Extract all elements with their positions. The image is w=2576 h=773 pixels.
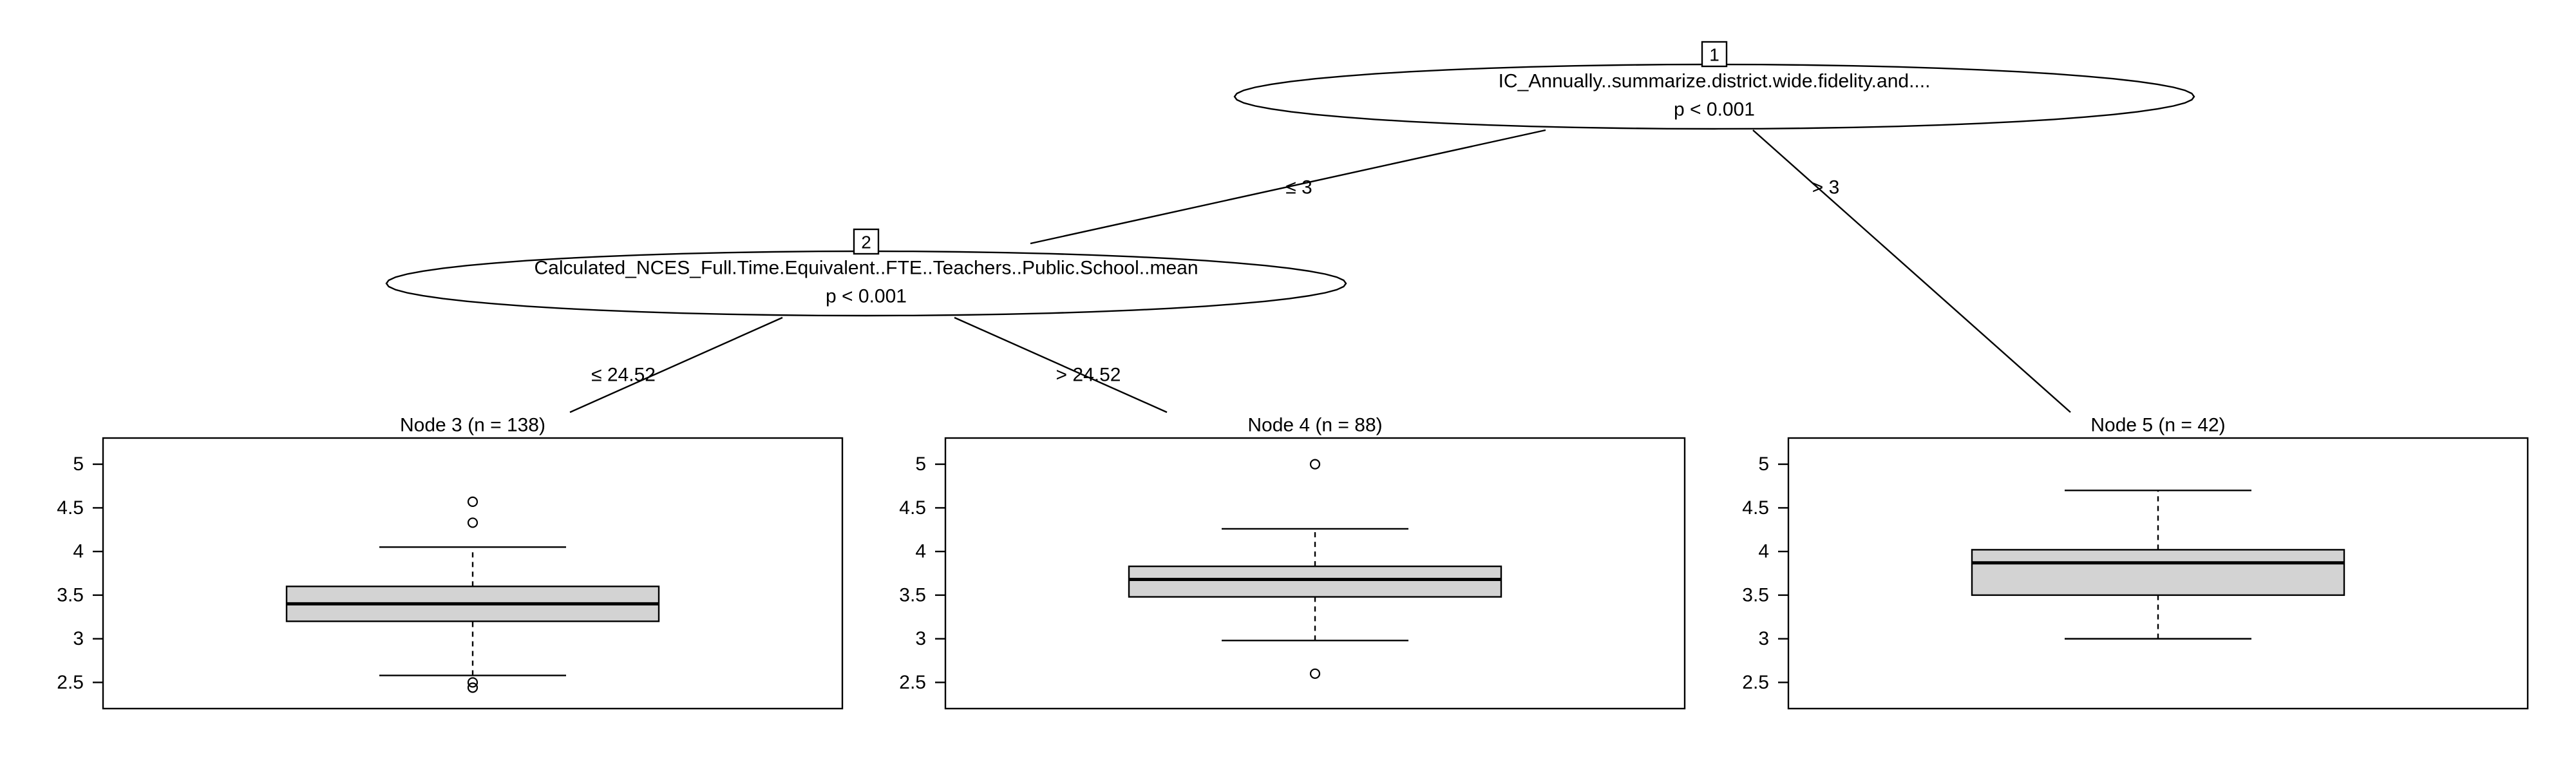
inner-node-1-ellipse	[1233, 63, 2195, 130]
y-tick-label-4-4: 4.5	[899, 497, 926, 519]
terminal-title-4: Node 4 (n = 88)	[1247, 415, 1382, 436]
y-tick-label-3-1: 3	[73, 628, 84, 649]
p-value-1: p < 0.001	[1674, 99, 1755, 120]
plot-frame-3	[102, 437, 844, 710]
y-tick-label-5-0: 2.5	[1742, 672, 1769, 693]
y-tick-label-5-1: 3	[1758, 628, 1769, 649]
edge-label-2-3: ≤ 24.52	[591, 365, 656, 386]
y-tick-label-3-4: 4.5	[57, 497, 84, 519]
node-id-label-2: 2	[861, 233, 871, 253]
y-tick-label-4-1: 3	[915, 628, 926, 649]
edge-1-5	[1752, 129, 2071, 413]
y-tick-label-4-5: 5	[915, 453, 926, 475]
outlier-4-1	[1309, 668, 1321, 679]
y-tick-label-5-3: 4	[1758, 541, 1769, 562]
terminal-node-3: Node 3 (n = 138) 2.5 3 3.5 4 4.5 5	[57, 415, 844, 710]
outlier-3-1	[467, 517, 478, 528]
y-tick-label-5-2: 3.5	[1742, 584, 1769, 606]
edge-2-4	[954, 316, 1168, 414]
iqr-box-5	[1971, 549, 2345, 596]
node-id-box-2	[853, 228, 880, 255]
p-value-2: p < 0.001	[826, 286, 907, 307]
terminal-node-5: Node 5 (n = 42) 2.5 3 3.5 4 4.5 5	[1742, 415, 2529, 710]
y-tick-label-3-2: 3.5	[57, 584, 84, 606]
edge-label-1-2: ≤ 3	[1285, 177, 1312, 198]
edge-label-2-4: > 24.52	[1056, 365, 1121, 386]
y-tick-label-3-0: 2.5	[57, 672, 84, 693]
y-tick-label-4-2: 3.5	[899, 584, 926, 606]
y-tick-label-5-4: 4.5	[1742, 497, 1769, 519]
node-id-box-1	[1701, 41, 1728, 68]
y-tick-label-3-5: 5	[73, 453, 84, 475]
y-tick-label-3-3: 4	[73, 541, 84, 562]
inner-node-2-ellipse	[385, 250, 1347, 317]
edge-1-2	[1030, 129, 1546, 245]
outlier-3-2	[467, 677, 478, 688]
y-tick-label-5-5: 5	[1758, 453, 1769, 475]
terminal-node-4: Node 4 (n = 88) 2.5 3 3.5 4 4.5 5	[899, 415, 1686, 710]
outlier-3-0	[467, 496, 478, 508]
y-tick-label-4-3: 4	[915, 541, 926, 562]
outlier-3-3	[467, 682, 478, 693]
edge-2-3	[569, 316, 783, 414]
split-variable-1: IC_Annually..summarize.district.wide.fid…	[1499, 71, 1931, 92]
edge-label-1-5: > 3	[1812, 177, 1840, 198]
y-tick-label-4-0: 2.5	[899, 672, 926, 693]
plot-frame-5	[1787, 437, 2529, 710]
terminal-title-3: Node 3 (n = 138)	[400, 415, 545, 436]
terminal-title-5: Node 5 (n = 42)	[2090, 415, 2225, 436]
iqr-box-4	[1128, 565, 1502, 598]
node-id-label-1: 1	[1709, 45, 1719, 65]
outlier-4-0	[1309, 459, 1321, 470]
split-variable-2: Calculated_NCES_Full.Time.Equivalent..FT…	[534, 258, 1198, 279]
plot-frame-4	[944, 437, 1686, 710]
